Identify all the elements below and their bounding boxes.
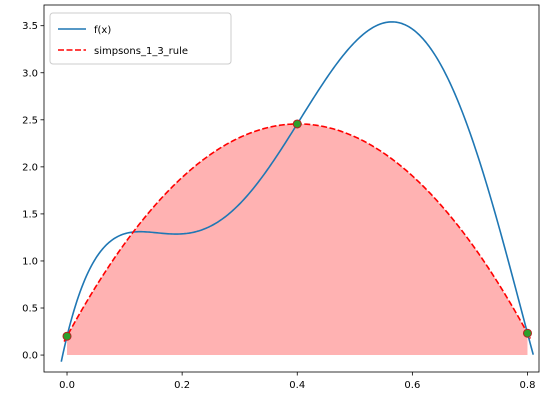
x-tick-label: 0.8 <box>520 380 536 391</box>
legend-label-fx: f(x) <box>94 25 111 36</box>
x-axis: 0.0 0.2 0.4 0.6 0.8 <box>59 372 535 391</box>
y-tick-label: 0.5 <box>22 304 38 315</box>
y-tick-label: 1.5 <box>22 209 38 220</box>
points-layer <box>62 119 532 341</box>
simpson-fill-layer <box>67 123 528 356</box>
y-tick-label: 2.0 <box>22 162 38 173</box>
x-tick-label: 0.0 <box>59 380 75 391</box>
y-tick-label: 2.5 <box>22 115 38 126</box>
x-tick-label: 0.6 <box>404 380 420 391</box>
x-tick-label: 0.2 <box>174 380 190 391</box>
y-tick-label: 0.0 <box>22 351 38 362</box>
y-tick-label: 3.0 <box>22 68 38 79</box>
data-point <box>292 119 302 129</box>
x-tick-label: 0.4 <box>289 380 305 391</box>
y-axis: 0.0 0.5 1.0 1.5 2.0 2.5 3.0 3.5 <box>22 21 44 362</box>
y-tick-label: 3.5 <box>22 21 38 32</box>
simpson-area-fill <box>67 123 528 356</box>
data-point <box>62 331 72 341</box>
legend-label-simpsons: simpsons_1_3_rule <box>94 46 188 57</box>
legend-box <box>49 12 232 65</box>
legend: f(x) simpsons_1_3_rule <box>49 12 232 65</box>
axes-frame <box>43 4 540 373</box>
data-point <box>522 328 532 338</box>
y-tick-label: 1.0 <box>22 256 38 267</box>
